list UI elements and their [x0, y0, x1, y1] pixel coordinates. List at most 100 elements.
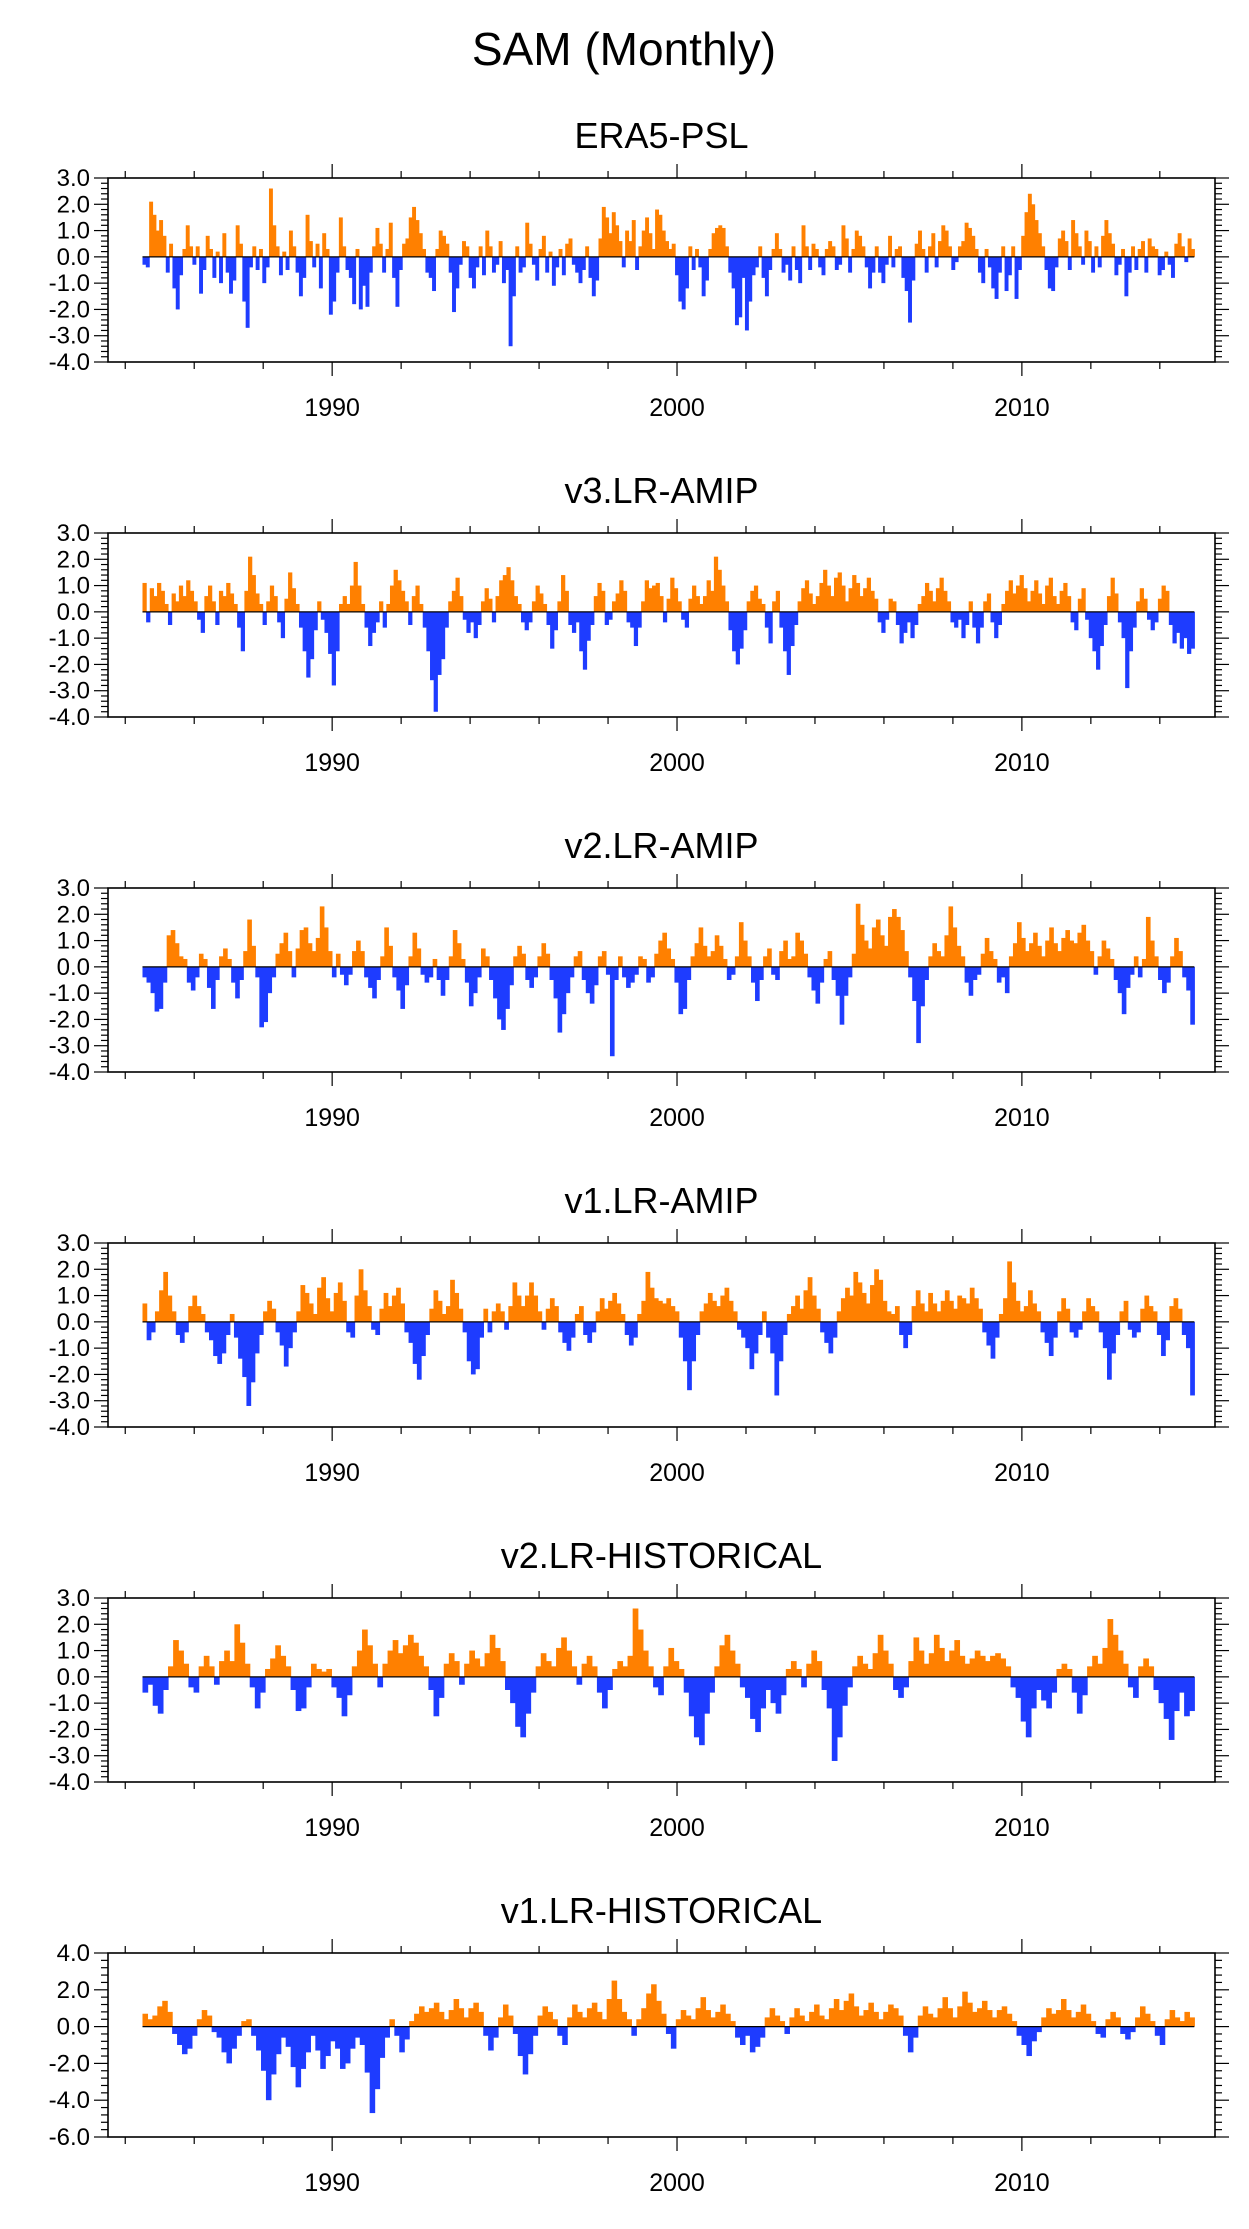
data-bar [233, 603, 238, 612]
data-bar [718, 225, 723, 257]
data-bar [436, 966, 442, 980]
data-bar [508, 256, 513, 347]
data-bar [1088, 611, 1093, 639]
data-bar [887, 1663, 894, 1677]
data-bar [646, 966, 651, 983]
data-bar [389, 585, 395, 612]
data-bar [1036, 1676, 1042, 1690]
data-bar [348, 966, 353, 975]
data-bar [686, 966, 692, 980]
data-bar [178, 1650, 184, 1677]
data-bar [189, 590, 195, 612]
data-bar [484, 1653, 491, 1677]
data-bar [146, 611, 151, 623]
data-bar [586, 1655, 593, 1677]
data-bar [215, 611, 220, 625]
data-bar [858, 2015, 865, 2027]
data-bar [771, 248, 776, 257]
data-bar [1121, 611, 1126, 639]
data-bar [222, 233, 227, 257]
data-bar [1162, 966, 1167, 994]
data-bar [842, 1676, 848, 1706]
data-bar [250, 1321, 256, 1383]
data-bar [520, 1676, 527, 1738]
data-bar [1004, 966, 1010, 994]
data-bar [1117, 1650, 1124, 1677]
data-bar [325, 248, 330, 257]
data-bar [1040, 1321, 1046, 1333]
x-tick-label: 1990 [304, 749, 360, 777]
data-bar [1144, 1295, 1150, 1322]
y-tick-label: -4.0 [49, 704, 90, 731]
data-bar [348, 256, 353, 278]
data-bar [658, 1300, 663, 1322]
data-bar [308, 1303, 314, 1322]
data-bar [382, 611, 387, 628]
data-bar [621, 2011, 628, 2027]
data-bar [328, 611, 333, 654]
data-bar [539, 593, 544, 612]
data-bar [871, 927, 877, 967]
data-bar [462, 1321, 468, 1333]
data-bar [375, 227, 380, 257]
data-bar [384, 927, 389, 967]
data-bar [208, 585, 213, 612]
y-tick-label: 0.0 [57, 1664, 90, 1691]
data-bar [331, 966, 337, 978]
data-bar [464, 1663, 470, 1677]
data-bar [809, 2011, 815, 2027]
data-bar [732, 1311, 738, 1322]
data-bar [928, 246, 932, 257]
data-bar [881, 256, 886, 284]
data-bar [641, 601, 646, 612]
data-bar [1138, 1666, 1144, 1677]
data-bar [832, 1321, 838, 1338]
data-bar [1069, 1321, 1075, 1333]
data-bar [710, 590, 715, 612]
data-bar [1180, 246, 1185, 257]
data-bar [719, 1645, 726, 1677]
data-bar [1168, 1676, 1175, 1740]
data-bar [668, 1647, 675, 1677]
data-bar [213, 1321, 218, 1357]
data-bar [366, 1306, 372, 1322]
data-bar [216, 2026, 223, 2038]
data-bar [388, 222, 393, 257]
data-bar [1081, 924, 1087, 967]
data-bar [277, 611, 282, 623]
data-bar [749, 2026, 756, 2053]
data-bar [1041, 603, 1046, 612]
data-bar [1094, 1311, 1100, 1322]
data-bar [364, 966, 369, 978]
data-bar [764, 2017, 771, 2027]
data-bar [226, 2026, 232, 2064]
data-bar [1189, 1676, 1195, 1712]
data-bar [546, 611, 551, 625]
data-bar [979, 1655, 986, 1677]
data-bar [219, 1661, 225, 1677]
data-bar [1094, 246, 1099, 257]
panel-title: v1.LR-AMIP [564, 1180, 758, 1221]
data-bar [968, 601, 973, 612]
data-bar [154, 966, 160, 1012]
data-bar [1114, 256, 1119, 276]
data-bar [678, 1321, 684, 1338]
data-bar [893, 1676, 899, 1690]
data-bar [941, 225, 946, 257]
data-bar [1073, 943, 1079, 967]
data-bar [784, 2026, 790, 2034]
data-bar [641, 230, 646, 257]
data-bar [975, 611, 981, 644]
data-bar [722, 958, 728, 967]
data-bar [1092, 611, 1097, 652]
data-bar [1148, 1306, 1154, 1322]
data-bar [786, 611, 791, 675]
data-bar [828, 241, 833, 257]
data-bar [553, 611, 558, 631]
data-bar [571, 611, 577, 633]
data-bar [692, 585, 697, 612]
data-bar [734, 956, 740, 967]
data-bar [473, 2002, 479, 2027]
data-bar [900, 930, 905, 967]
data-bar [452, 256, 456, 313]
